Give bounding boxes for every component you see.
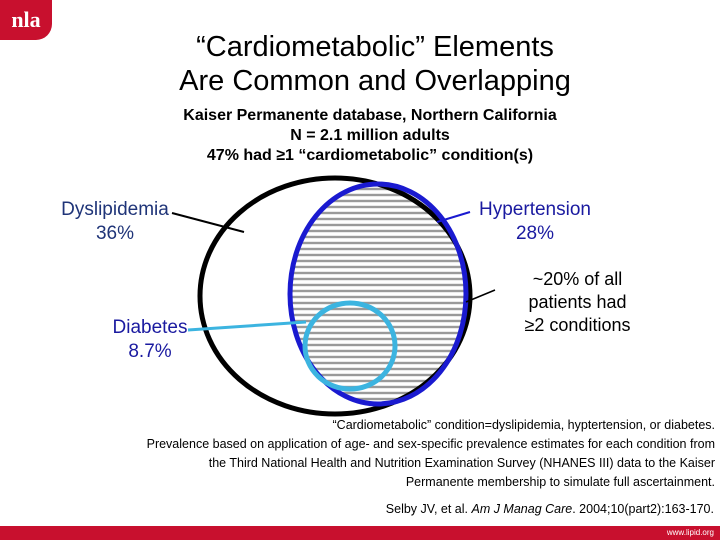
overlap-leader-line [465,289,496,303]
dyslipidemia-value: 36% [95,223,135,244]
dyslipidemia-name: Dyslipidemia [61,199,169,220]
title-line-1: “Cardiometabolic” Elements [196,31,554,63]
footnote-line-1: “Cardiometabolic” condition=dyslipidemia… [332,418,716,432]
hypertension-name: Hypertension [479,199,591,220]
dyslipidemia-circle [197,175,473,417]
footnote-line-2: Prevalence based on application of age- … [146,437,715,451]
hypertension-leader-line [436,211,471,223]
footnote-line-3: the Third National Health and Nutrition … [208,456,715,470]
overlap-label: ~20% of all patients had ≥2 conditions [495,268,660,337]
diabetes-label: Diabetes 8.7% [95,316,205,364]
slide-title: “Cardiometabolic” Elements Are Common an… [90,30,660,98]
diabetes-leader-line [187,320,307,332]
overlap-line-3: ≥2 conditions [524,315,631,335]
subtitle-line-2: N = 2.1 million adults [290,127,450,144]
footer-bar: www.lipid.org [0,526,720,540]
citation-journal: Am J Manag Care [471,502,573,516]
nla-logo: nla [0,0,52,40]
citation: Selby JV, et al. Am J Manag Care. 2004;1… [300,502,714,516]
title-line-2: Are Common and Overlapping [179,65,571,97]
hypertension-circle [287,181,469,407]
citation-rest: . 2004;10(part2):163-170. [572,502,714,516]
footer-url[interactable]: www.lipid.org [666,528,714,537]
footnote-line-4: Permanente membership to simulate full a… [405,475,715,489]
overlap-region [290,184,466,404]
citation-authors: Selby JV, et al. [385,502,472,516]
overlap-line-2: patients had [528,292,627,312]
hypertension-label: Hypertension 28% [460,198,610,246]
hypertension-value: 28% [515,223,555,244]
diabetes-value: 8.7% [128,341,172,362]
subtitle-line-1: Kaiser Permanente database, Northern Cal… [183,107,557,124]
footnote: “Cardiometabolic” condition=dyslipidemia… [60,416,715,492]
diabetes-name: Diabetes [112,317,188,338]
overlap-line-1: ~20% of all [532,269,623,289]
slide-subtitle: Kaiser Permanente database, Northern Cal… [130,106,610,166]
dyslipidemia-leader-line [171,212,245,233]
dyslipidemia-label: Dyslipidemia 36% [40,198,190,246]
subtitle-line-3: 47% had ≥1 “cardiometabolic” condition(s… [206,147,534,164]
diabetes-circle [302,300,398,392]
